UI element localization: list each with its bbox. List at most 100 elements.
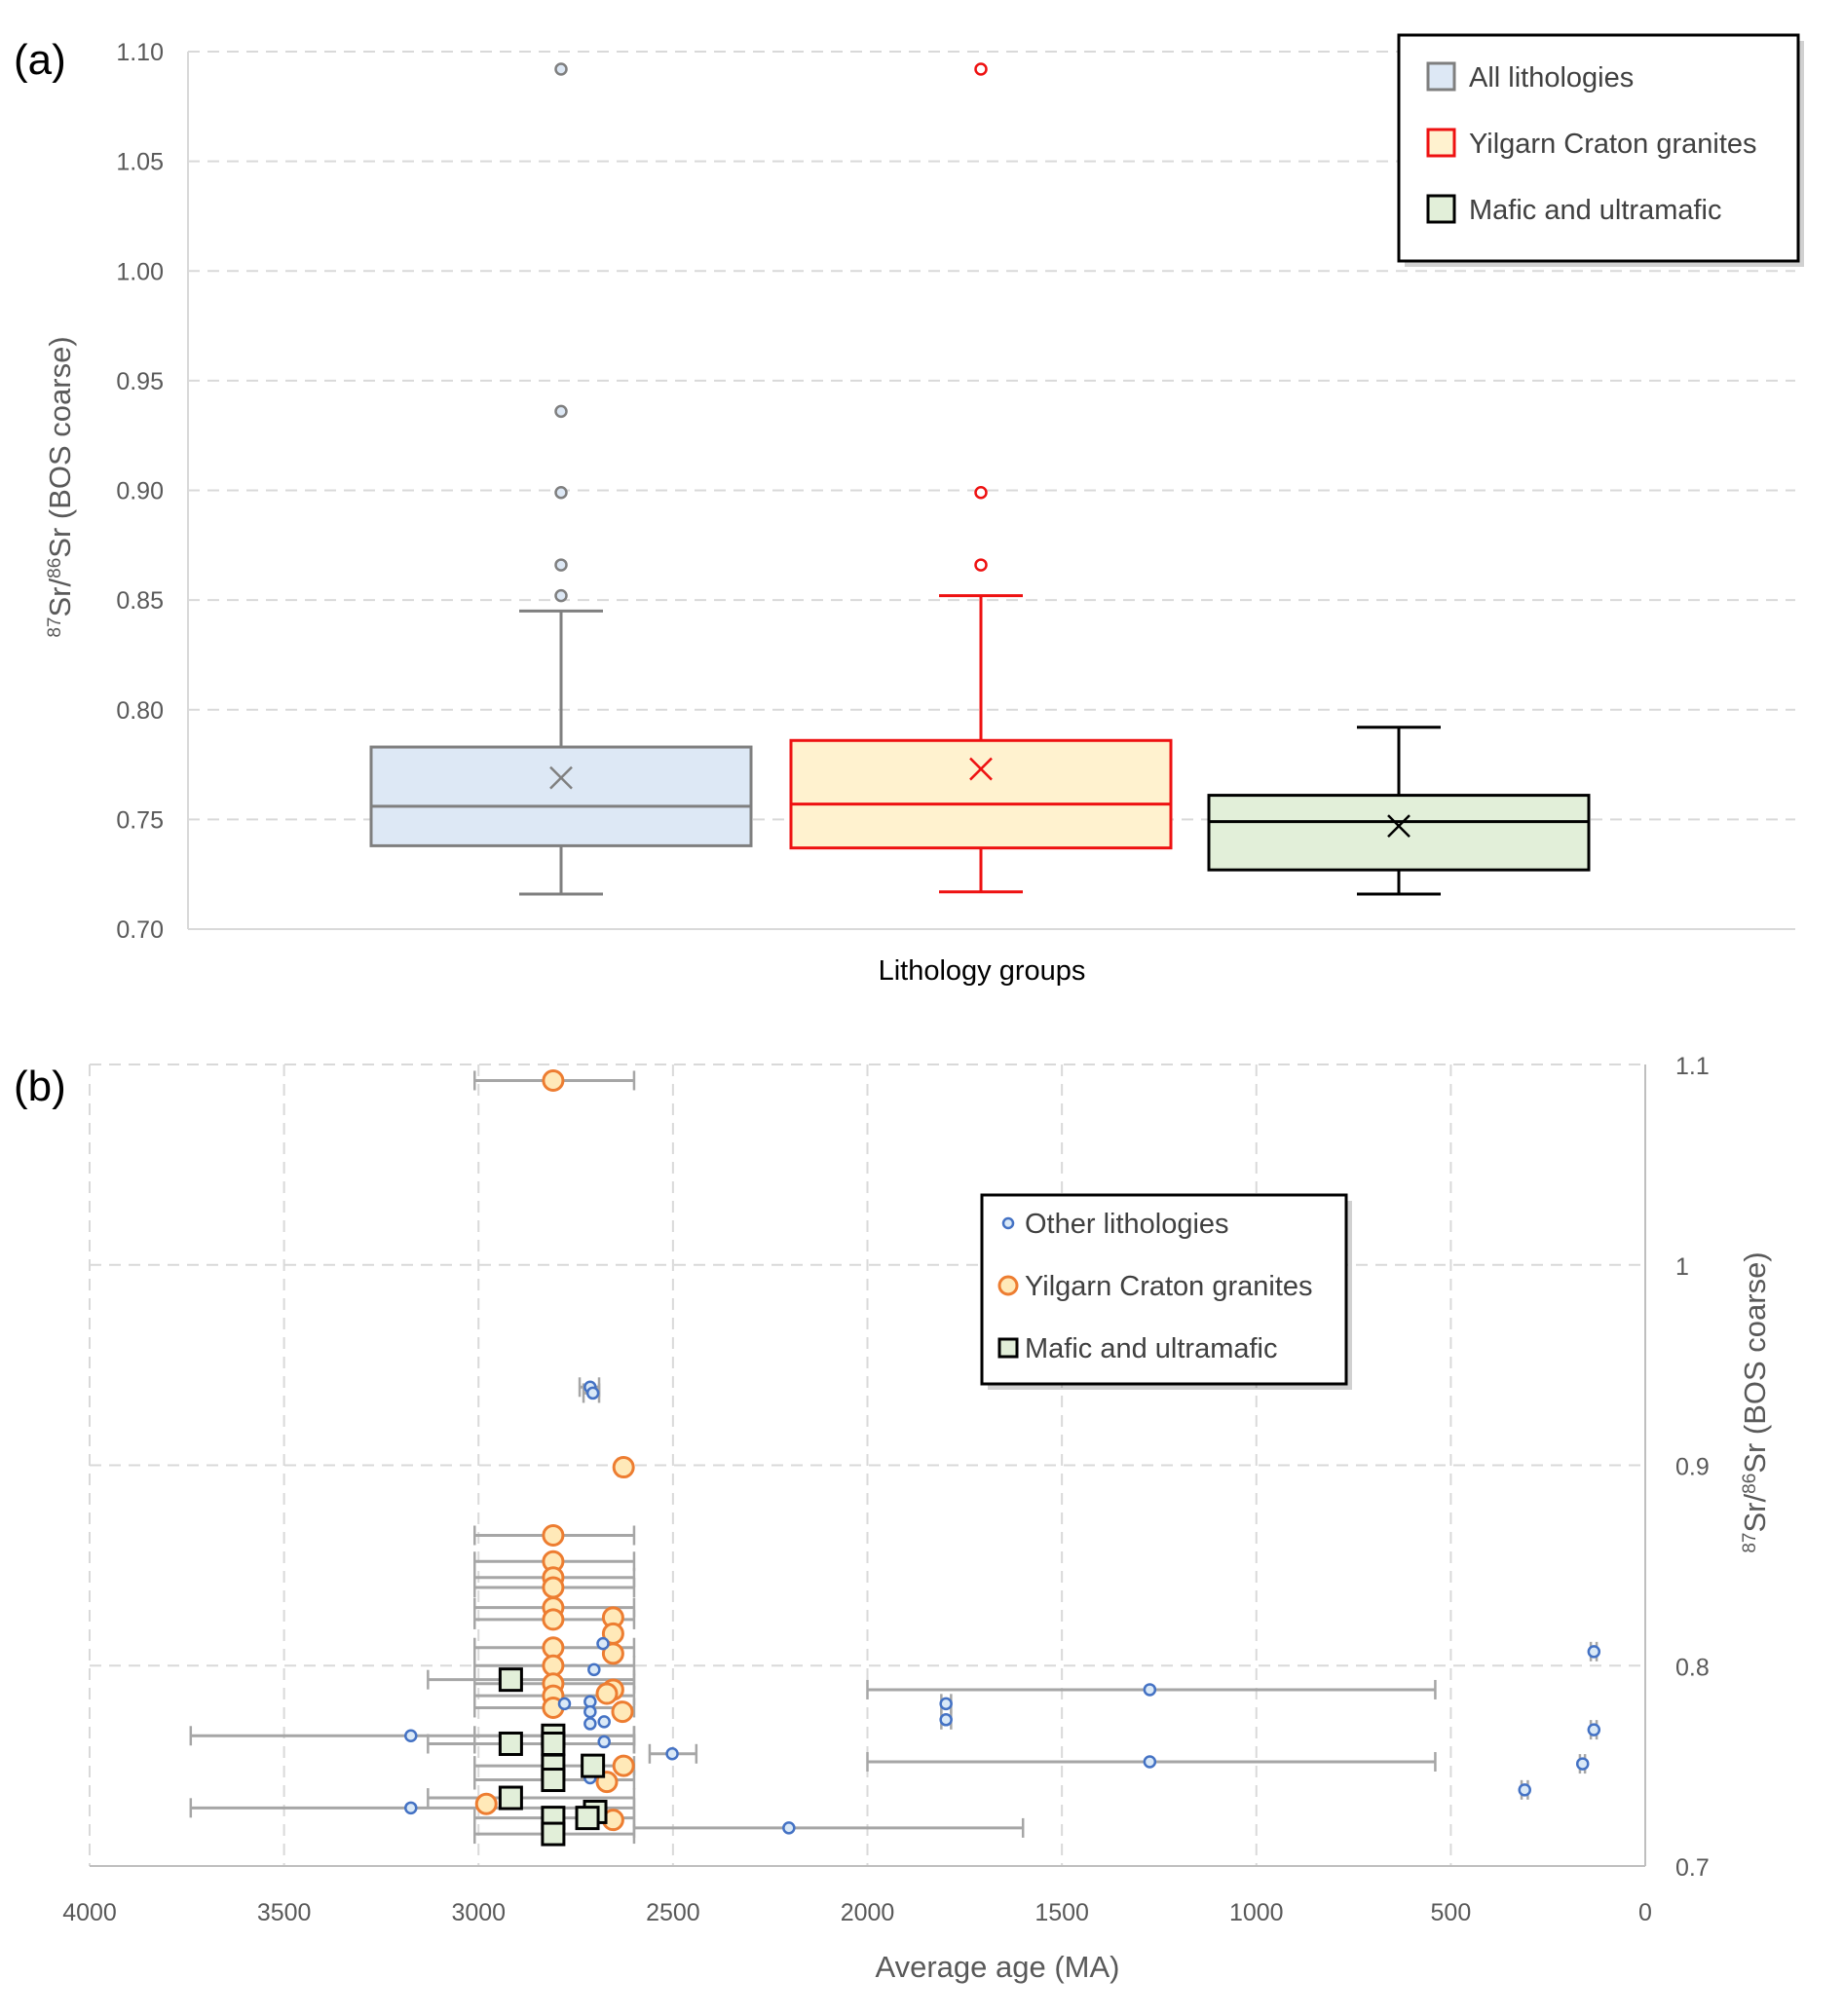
x-tick-label: 4000 — [62, 1899, 117, 1926]
legend-label: Yilgarn Craton granites — [1469, 129, 1757, 160]
panel-a-label: (a) — [14, 36, 66, 84]
panel-b-y-axis-title: 87Sr/86Sr (BOS coarse) — [1738, 1251, 1772, 1552]
point-other-lithologies — [557, 1697, 572, 1711]
point-mafic-and-ultramafic — [541, 1731, 566, 1756]
error-bar — [632, 1817, 1025, 1838]
panel-b-x-axis-title: Average age (MA) — [876, 1950, 1120, 1984]
legend-swatch — [1426, 194, 1456, 224]
mean-marker — [1387, 814, 1410, 839]
legend-marker-circle-icon — [997, 1275, 1019, 1296]
point-other-lithologies — [583, 1704, 597, 1719]
point-yilgarn-craton-granites — [542, 1576, 565, 1599]
panel-b-gridlines — [89, 1064, 1646, 1867]
y-tick-label: 0.95 — [116, 368, 164, 395]
x-tick-label: 3000 — [451, 1899, 506, 1926]
box-yilgarn-craton-granites — [789, 62, 1173, 894]
legend-item-yilgarn-craton-granites: Yilgarn Craton granites — [997, 1271, 1313, 1302]
mean-marker — [969, 757, 993, 781]
y-tick-label: 1.10 — [116, 39, 164, 66]
point-mafic-and-ultramafic — [498, 1785, 523, 1811]
x-tick-label: 500 — [1431, 1899, 1472, 1926]
panel-b-legend: Other lithologies Yilgarn Craton granites… — [980, 1193, 1352, 1390]
box-all-lithologies — [369, 62, 753, 896]
legend-label: All lithologies — [1469, 62, 1634, 93]
point-mafic-and-ultramafic — [575, 1806, 600, 1831]
point-other-lithologies — [782, 1821, 796, 1835]
point-other-lithologies — [404, 1729, 418, 1743]
legend-item-all-lithologies: All lithologies — [1426, 61, 1634, 93]
panel-a-x-axis-title: Lithology groups — [879, 955, 1086, 987]
point-other-lithologies — [583, 1717, 597, 1731]
point-yilgarn-craton-granites — [542, 1636, 565, 1660]
y-title-rest: Sr (BOS coarse) — [1738, 1251, 1772, 1473]
box-iqr — [369, 745, 753, 847]
point-other-lithologies — [1518, 1783, 1531, 1797]
y-tick-label: 0.9 — [1675, 1454, 1710, 1481]
panel-a-legend: All lithologies Yilgarn Craton granites Ma… — [1397, 33, 1804, 267]
legend-box — [1397, 33, 1800, 263]
point-yilgarn-craton-granites — [611, 1700, 634, 1724]
y-tick-label: 0.70 — [116, 916, 164, 944]
error-bar — [427, 1788, 636, 1809]
legend-box — [980, 1193, 1348, 1386]
box-iqr — [789, 738, 1173, 850]
point-mafic-and-ultramafic — [541, 1768, 566, 1793]
legend-item-yilgarn-craton-granites: Yilgarn Craton granites — [1426, 128, 1757, 160]
outlier-point — [554, 486, 568, 500]
box-mafic-and-ultramafic — [1207, 726, 1591, 896]
panel-b-error-bars — [189, 1070, 1599, 1845]
point-yilgarn-craton-granites — [595, 1682, 619, 1705]
y-tick-label: 1.05 — [116, 149, 164, 176]
y-tick-label: 1.00 — [116, 258, 164, 285]
y-title-superscript-87: 87 — [45, 617, 65, 638]
outlier-point — [974, 486, 988, 500]
panel-b-scatter: (b) 0.7 0.8 0.9 1 1.1 4000 3500 3000 2500 2000 150… — [14, 1053, 1772, 1984]
x-tick-label: 1000 — [1229, 1899, 1284, 1926]
point-other-lithologies — [597, 1715, 611, 1729]
x-tick-label: 1500 — [1034, 1899, 1089, 1926]
y-tick-label: 0.90 — [116, 478, 164, 505]
point-yilgarn-craton-granites — [612, 1754, 635, 1777]
point-mafic-and-ultramafic — [498, 1731, 523, 1756]
y-tick-label: 0.8 — [1675, 1654, 1710, 1681]
mean-x-stroke — [1387, 814, 1410, 839]
y-title-superscript-87: 87 — [1740, 1533, 1760, 1553]
point-yilgarn-craton-granites — [542, 1068, 565, 1092]
point-other-lithologies — [939, 1697, 953, 1711]
y-title-part: Sr/ — [43, 579, 77, 617]
point-other-lithologies — [665, 1747, 679, 1761]
outlier-point — [554, 404, 568, 419]
panel-b-label: (b) — [14, 1063, 66, 1110]
point-yilgarn-craton-granites — [474, 1792, 498, 1815]
mean-marker — [549, 765, 573, 790]
outlier-point — [554, 62, 568, 76]
legend-marker-square-icon — [997, 1337, 1019, 1359]
legend-marker-dot-icon — [1001, 1216, 1015, 1230]
legend-swatch — [1426, 128, 1456, 158]
point-other-lithologies — [1575, 1757, 1590, 1771]
y-tick-label: 0.75 — [116, 806, 164, 834]
point-other-lithologies — [587, 1662, 601, 1677]
x-tick-label: 2500 — [646, 1899, 700, 1926]
mean-x-stroke — [549, 765, 573, 790]
x-tick-label: 0 — [1638, 1899, 1652, 1926]
legend-label: Yilgarn Craton granites — [1025, 1271, 1313, 1302]
outlier-point — [554, 558, 568, 572]
y-title-superscript-86: 86 — [1740, 1474, 1760, 1494]
y-tick-label: 1 — [1675, 1253, 1689, 1281]
legend-item-other-lithologies: Other lithologies — [1001, 1209, 1229, 1240]
legend-label: Mafic and ultramafic — [1025, 1333, 1278, 1364]
legend-item-mafic-and-ultramafic: Mafic and ultramafic — [1426, 194, 1722, 226]
panel-b-points — [404, 1068, 1601, 1847]
mean-x-stroke — [969, 757, 993, 781]
outlier-point — [974, 558, 988, 572]
legend-label: Other lithologies — [1025, 1209, 1229, 1240]
legend-swatch — [1426, 61, 1456, 92]
point-yilgarn-craton-granites — [612, 1456, 635, 1479]
point-yilgarn-craton-granites — [542, 1524, 565, 1548]
point-mafic-and-ultramafic — [581, 1753, 606, 1778]
x-tick-label: 2000 — [841, 1899, 895, 1926]
point-other-lithologies — [1143, 1755, 1157, 1769]
y-title-part: Sr/ — [1738, 1494, 1772, 1533]
